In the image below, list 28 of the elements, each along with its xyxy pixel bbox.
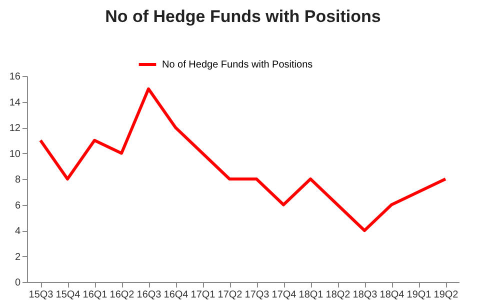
x-tick-label: 16Q3 [136,290,162,300]
x-tick-label: 16Q2 [110,290,135,300]
legend-label: No of Hedge Funds with Positions [162,60,313,70]
y-tick-label: 8 [14,174,21,186]
x-tick-label: 18Q2 [326,290,351,300]
x-tick-label: 17Q2 [218,290,243,300]
x-tick-label: 17Q3 [244,290,270,300]
x-tick-label: 15Q3 [28,290,54,300]
x-tick-label: 16Q4 [164,290,189,300]
x-tick-label: 17Q4 [272,290,297,300]
x-tick-label: 17Q1 [190,290,216,300]
y-tick-label: 16 [9,72,21,82]
y-tick-label: 12 [9,123,21,134]
y-tick-label: 0 [14,278,21,288]
y-tick-label: 10 [9,148,21,160]
x-tick-label: 16Q1 [82,290,108,300]
x-tick-label: 19Q1 [406,290,432,300]
x-tick-label: 18Q4 [380,290,405,300]
line-series [39,87,447,232]
x-tick-label: 18Q3 [352,290,378,300]
y-tick-label: 6 [14,200,21,212]
chart-title: No of Hedge Funds with Positions [105,7,381,26]
x-tick-label: 19Q2 [434,290,459,300]
y-tick-label: 14 [9,97,21,108]
x-tick-label: 18Q1 [298,290,324,300]
y-tick-label: 4 [14,226,21,237]
y-tick-label: 2 [14,252,21,263]
x-tick-label: 15Q4 [56,290,81,300]
